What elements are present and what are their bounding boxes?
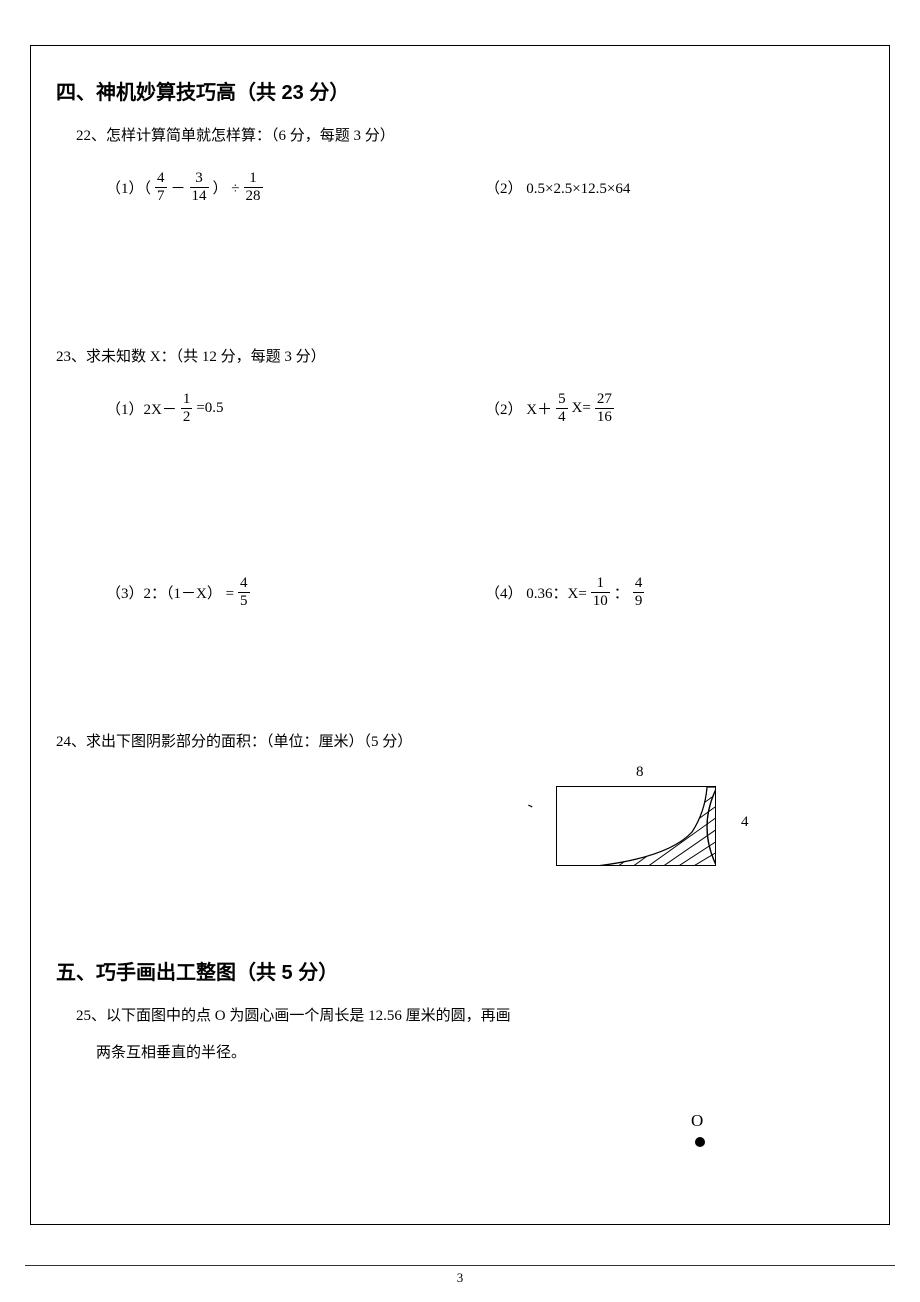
- q22-prompt: 22、怎样计算简单就怎样算：（6 分，每题 3 分）: [76, 123, 864, 150]
- q22-2-label: （2） 0.5×2.5×12.5×64: [485, 177, 630, 198]
- q22-item1: （1）（ 4 7 － 3 14 ） ÷ 1 28: [106, 170, 485, 204]
- q23-2-mid: X=: [572, 400, 591, 417]
- q22-1-frac2: 3 14: [190, 170, 209, 204]
- q25-dot-icon: [695, 1137, 705, 1147]
- q23-4-label: （4） 0.36：X=: [485, 582, 587, 603]
- q23-3-label: （3）2：（1－X） =: [106, 582, 234, 603]
- q23-1-label: （1）2X－: [106, 398, 177, 419]
- q23-item1: （1）2X－ 1 2 =0.5: [106, 391, 485, 425]
- q23-1-tail: =0.5: [196, 400, 223, 417]
- page-number: 3: [457, 1270, 464, 1285]
- q23-row2: （3）2：（1－X） = 4 5 （4） 0.36：X= 1 10 ： 4 9: [106, 575, 864, 609]
- q25-line1: 25、以下面图中的点 O 为圆心画一个周长是 12.56 厘米的圆，再画: [76, 1003, 864, 1030]
- q23-2-frac2: 27 16: [595, 391, 614, 425]
- q23-2-frac1: 5 4: [556, 391, 568, 425]
- q22-1-frac3: 1 28: [244, 170, 263, 204]
- q24-height-label: 4: [741, 814, 749, 831]
- q23-4-mid: ：: [614, 582, 629, 603]
- q23-2-label: （2） X＋: [485, 398, 552, 419]
- q22-1-minus: －: [171, 177, 186, 198]
- section5-heading: 五、巧手画出工整图（共 5 分）: [56, 956, 864, 985]
- q22-1-close: ） ÷: [213, 177, 240, 198]
- q22-1-frac1: 4 7: [155, 170, 167, 204]
- q22-row: （1）（ 4 7 － 3 14 ） ÷ 1 28 （2） 0.5×2.5×12.…: [106, 170, 864, 204]
- page-frame: 四、神机妙算技巧高（共 23 分） 22、怎样计算简单就怎样算：（6 分，每题 …: [30, 45, 890, 1225]
- q24-svg: [557, 787, 716, 866]
- section4-heading: 四、神机妙算技巧高（共 23 分）: [56, 76, 864, 105]
- q23-3-frac: 4 5: [238, 575, 250, 609]
- q25-line2: 两条互相垂直的半径。: [96, 1040, 864, 1067]
- q23-4-frac2: 4 9: [633, 575, 645, 609]
- q23-item4: （4） 0.36：X= 1 10 ： 4 9: [485, 575, 864, 609]
- q23-1-frac: 1 2: [181, 391, 193, 425]
- q24-width-label: 8: [636, 764, 644, 781]
- q22-item2: （2） 0.5×2.5×12.5×64: [485, 177, 864, 198]
- q25-o-label: O: [691, 1111, 705, 1131]
- q23-prompt: 23、求未知数 X：（共 12 分，每题 3 分）: [56, 344, 864, 371]
- q23-item3: （3）2：（1－X） = 4 5: [106, 575, 485, 609]
- q23-row1: （1）2X－ 1 2 =0.5 （2） X＋ 5 4 X= 27 16: [106, 391, 864, 425]
- q24-rectangle: [556, 786, 716, 866]
- q22-1-label: （1）（: [106, 177, 151, 198]
- q24-figure: 8 4: [556, 766, 796, 896]
- stray-mark: 、: [523, 789, 543, 813]
- page-footer: 3: [25, 1265, 895, 1286]
- q24-prompt: 24、求出下图阴影部分的面积：（单位：厘米）（5 分）: [56, 729, 864, 756]
- q23-item2: （2） X＋ 5 4 X= 27 16: [485, 391, 864, 425]
- q23-4-frac1: 1 10: [591, 575, 610, 609]
